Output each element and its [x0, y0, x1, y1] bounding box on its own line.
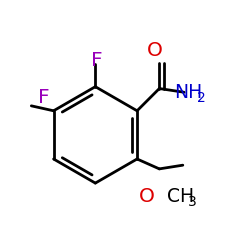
- Text: F: F: [38, 88, 49, 107]
- Text: F: F: [91, 51, 102, 70]
- Text: CH: CH: [167, 187, 194, 206]
- Text: 2: 2: [197, 91, 205, 105]
- Text: NH: NH: [174, 83, 203, 102]
- Text: 3: 3: [188, 195, 197, 209]
- Text: O: O: [147, 41, 162, 60]
- Text: O: O: [139, 187, 155, 206]
